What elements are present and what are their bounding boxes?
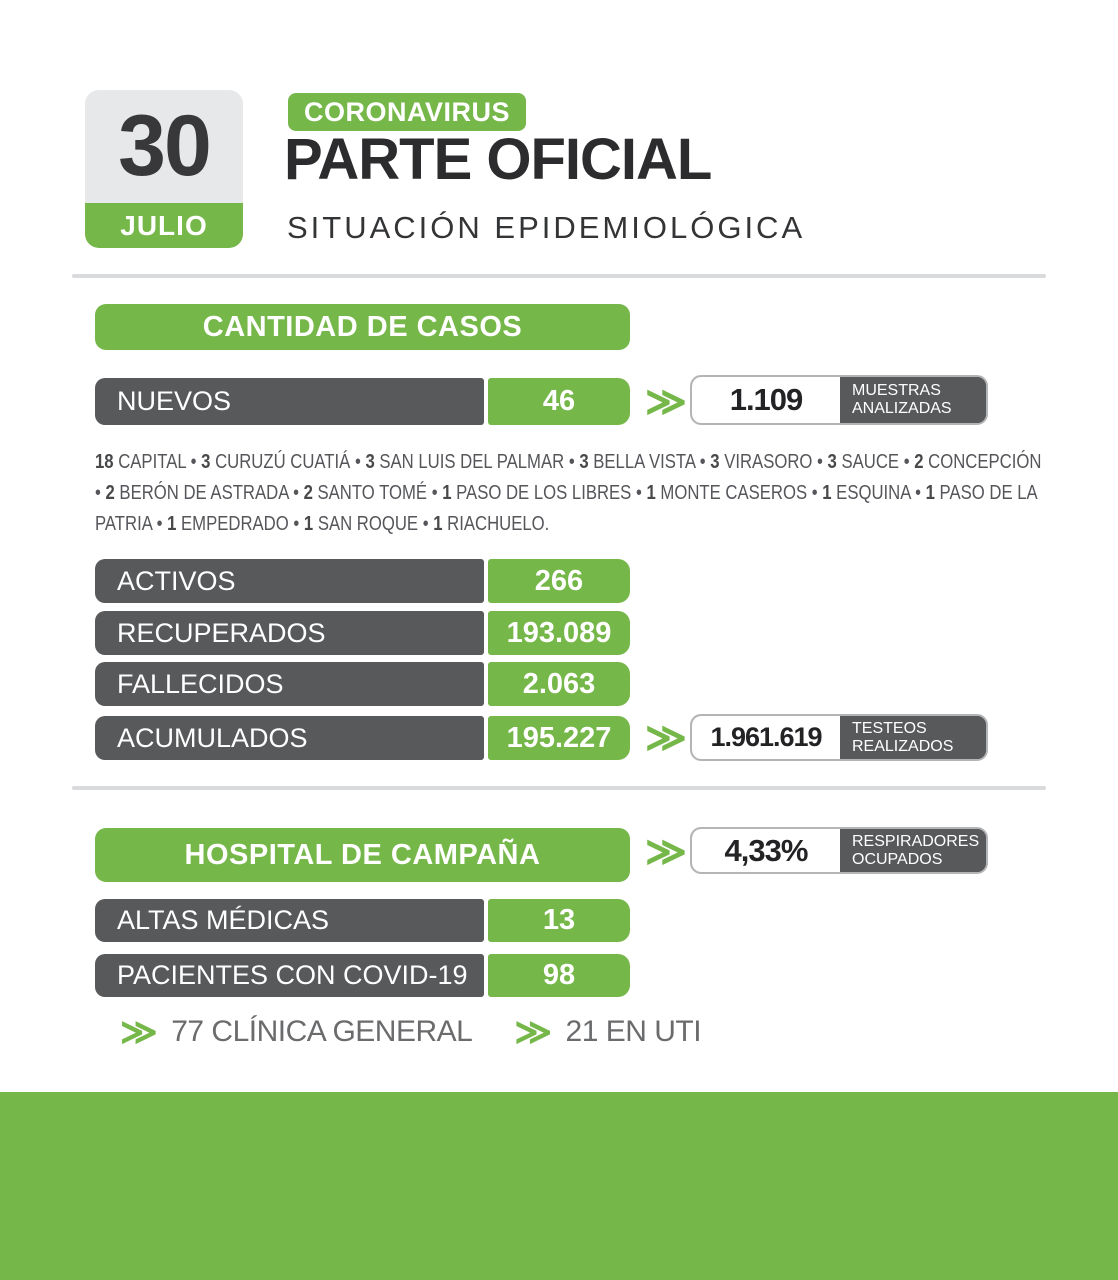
- breakdown-value: 77: [171, 1015, 204, 1048]
- stat-label: NUEVOS: [95, 378, 484, 425]
- stat-value: 266: [488, 559, 630, 603]
- stat-value: 13: [488, 899, 630, 942]
- stat-label: FALLECIDOS: [95, 662, 484, 706]
- double-chevron-icon: ≫: [645, 829, 687, 874]
- date-badge: 30 JULIO: [85, 90, 243, 248]
- breakdown-value: 21: [565, 1015, 599, 1048]
- date-day: 30: [85, 90, 243, 203]
- testeos-value: 1.961.619: [692, 716, 840, 759]
- stat-label: ACUMULADOS: [95, 716, 484, 760]
- stat-label: PACIENTES CON COVID-19: [95, 954, 484, 997]
- stat-value: 2.063: [488, 662, 630, 706]
- stat-value: 46: [488, 378, 630, 425]
- double-chevron-icon: ≫: [645, 716, 687, 760]
- respiradores-label: RESPIRADORES OCUPADOS: [840, 829, 986, 872]
- breakdown-label: CLÍNICA GENERAL: [211, 1015, 473, 1048]
- testeos-realizados-box: 1.961.619 TESTEOS REALIZADOS: [690, 714, 988, 761]
- divider: [72, 274, 1046, 278]
- section-title-hospital-de-campana: HOSPITAL DE CAMPAÑA: [95, 828, 630, 882]
- breakdown-label: EN UTI: [605, 1015, 702, 1048]
- breakdown-clinica-general: ≫ 77 CLÍNICA GENERAL: [120, 1011, 473, 1052]
- page-title: PARTE OFICIAL: [284, 127, 712, 192]
- double-chevron-icon: ≫: [120, 1011, 158, 1052]
- muestras-value: 1.109: [692, 377, 840, 423]
- stat-value: 193.089: [488, 611, 630, 655]
- respiradores-ocupados-box: 4,33% RESPIRADORES OCUPADOS: [690, 827, 988, 874]
- page-subtitle: SITUACIÓN EPIDEMIOLÓGICA: [287, 210, 806, 245]
- breakdown-en-uti: ≫ 21 EN UTI: [514, 1014, 701, 1050]
- double-chevron-icon: ≫: [645, 379, 687, 424]
- divider: [72, 786, 1046, 790]
- coronavirus-badge: CORONAVIRUS: [288, 93, 526, 131]
- section-title-cantidad-de-casos: CANTIDAD DE CASOS: [95, 304, 630, 350]
- stat-value: 195.227: [488, 716, 630, 760]
- stat-label: ACTIVOS: [95, 559, 484, 603]
- stat-label: RECUPERADOS: [95, 611, 484, 655]
- muestras-label: MUESTRAS ANALIZADAS: [840, 377, 986, 423]
- stat-value: 98: [488, 954, 630, 997]
- hospital-breakdown: ≫ 77 CLÍNICA GENERAL ≫ 21 EN UTI: [120, 1011, 702, 1052]
- new-cases-detail: 18 CAPITAL • 3 CURUZÚ CUATIÁ • 3 SAN LUI…: [95, 450, 1042, 535]
- muestras-analizadas-box: 1.109 MUESTRAS ANALIZADAS: [690, 375, 988, 425]
- footer-band: GOBIERNO PROVINCIAL CORRIENTES Ministeri…: [0, 1092, 1118, 1280]
- double-chevron-icon: ≫: [514, 1011, 552, 1052]
- stat-label: ALTAS MÉDICAS: [95, 899, 484, 942]
- respiradores-value: 4,33%: [692, 829, 840, 872]
- testeos-label: TESTEOS REALIZADOS: [840, 716, 986, 759]
- date-month: JULIO: [85, 203, 243, 248]
